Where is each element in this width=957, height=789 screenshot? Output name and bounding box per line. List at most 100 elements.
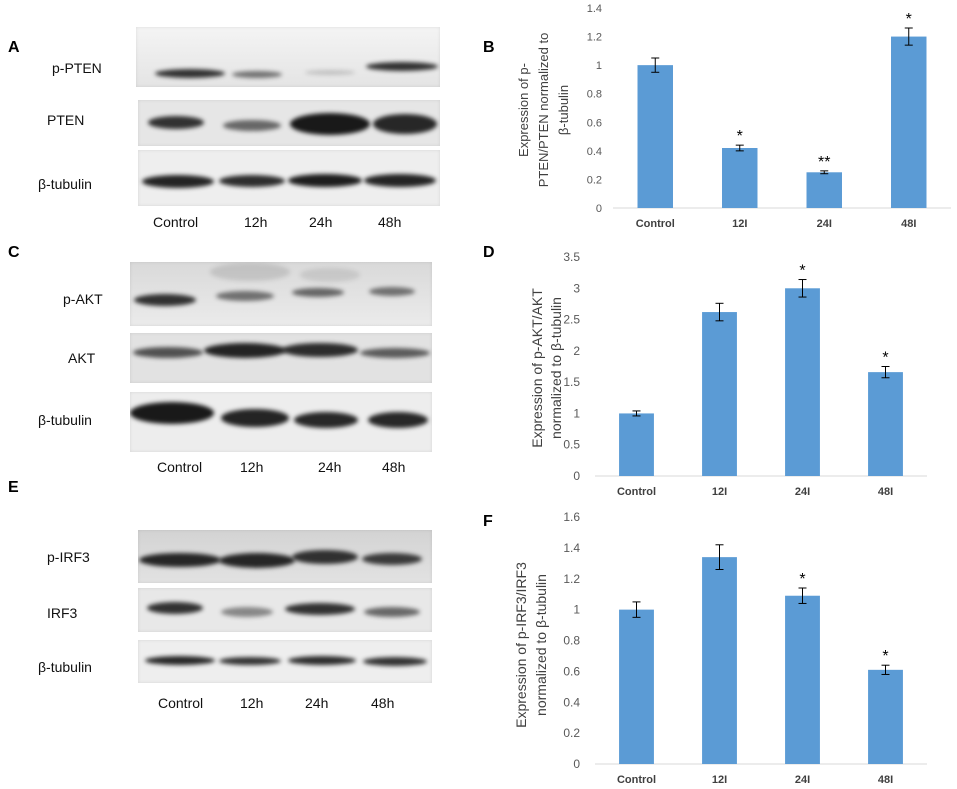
- protein-band: [360, 348, 430, 358]
- panel-label-a: A: [8, 39, 20, 56]
- x-tick-label: 48I: [878, 486, 893, 498]
- y-tick-label: 0: [573, 469, 580, 483]
- x-tick-label: 48I: [878, 774, 893, 786]
- blot-label-beta-tubulin: β-tubulin: [38, 412, 92, 428]
- blot-label-beta-tubulin: β-tubulin: [38, 659, 92, 675]
- error-bar: [715, 544, 724, 570]
- y-axis-title: Expression of p-AKT/AKT: [529, 288, 545, 448]
- significance-marker: **: [818, 154, 830, 171]
- protein-band: [223, 119, 281, 131]
- lane-label-12h: 12h: [240, 695, 264, 711]
- blot-strip-p-pten: [136, 27, 440, 87]
- x-tick-label: Control: [617, 774, 656, 786]
- y-tick-label: 1.4: [563, 541, 580, 555]
- bar: [619, 609, 654, 764]
- protein-band: [210, 263, 290, 281]
- y-axis-title: normalized to β-tubulin: [533, 574, 549, 716]
- lane-label-48h: 48h: [382, 459, 406, 475]
- y-tick-label: 3.5: [563, 250, 580, 264]
- error-bar: [651, 57, 660, 73]
- bar: [868, 372, 903, 476]
- x-tick-label: 12I: [712, 774, 727, 786]
- blot-label-pten: PTEN: [47, 112, 85, 128]
- x-tick-label: 24I: [795, 774, 810, 786]
- x-tick-label: 48I: [901, 218, 916, 230]
- protein-band: [142, 174, 214, 188]
- protein-band: [294, 412, 358, 428]
- panel-label-b: B: [483, 39, 495, 56]
- lane-label-control: Control: [153, 214, 199, 230]
- y-tick-label: 1.2: [563, 572, 580, 586]
- significance-marker: *: [799, 263, 805, 280]
- y-tick-label: 1.2: [587, 32, 602, 44]
- blot-label-p-akt: p-AKT: [63, 291, 103, 307]
- bar: [637, 65, 673, 209]
- y-tick-label: 0: [573, 757, 580, 771]
- protein-band: [292, 287, 344, 297]
- bar: [891, 36, 927, 209]
- error-bar: [881, 664, 890, 675]
- blot-label-p-irf3: p-IRF3: [47, 549, 90, 565]
- protein-band: [292, 550, 358, 564]
- y-tick-label: 0.2: [587, 174, 602, 186]
- lane-label-24h: 24h: [309, 214, 333, 230]
- protein-band: [139, 553, 221, 567]
- y-axis-title: PTEN/PTEN normalized to: [536, 33, 551, 188]
- blot-label-irf3: IRF3: [47, 605, 78, 621]
- x-tick-label: 12I: [732, 218, 747, 230]
- y-tick-label: 1.4: [587, 3, 602, 15]
- panel-label-d: D: [483, 244, 495, 261]
- y-tick-label: 2: [573, 344, 580, 358]
- panel-label-c: C: [8, 244, 20, 261]
- error-bar: [798, 587, 807, 604]
- blot-strip-beta-tubulin: [138, 150, 440, 206]
- protein-band: [368, 412, 428, 428]
- significance-marker: *: [737, 128, 743, 145]
- lane-label-24h: 24h: [318, 459, 342, 475]
- panel-label-e: E: [8, 479, 19, 496]
- bar-chart-p-pten: 0 0.2 0.4 0.6 0.8 1 1.2 1.4 Control 12I * 24I ** 48I *…: [516, 3, 951, 230]
- y-tick-label: 0.8: [587, 89, 602, 101]
- blot-strip-irf3: [138, 588, 432, 632]
- protein-band: [204, 342, 286, 358]
- protein-band: [369, 286, 415, 296]
- y-tick-label: 0: [596, 203, 602, 215]
- significance-marker: *: [882, 648, 888, 665]
- protein-band: [300, 268, 360, 282]
- blot-label-beta-tubulin: β-tubulin: [38, 176, 92, 192]
- bar-chart-p-irf3: 0 0.2 0.4 0.6 0.8 1 1.2 1.4 1.6 Control 12I 24I * 48I…: [513, 510, 927, 786]
- blot-strip-akt: [130, 333, 432, 383]
- protein-band: [219, 552, 295, 568]
- y-tick-label: 2.5: [563, 313, 580, 327]
- error-bar: [735, 144, 744, 152]
- error-bar: [820, 170, 829, 175]
- protein-band: [373, 114, 437, 134]
- lane-label-12h: 12h: [240, 459, 264, 475]
- y-tick-label: 0.4: [587, 146, 602, 158]
- bar: [702, 557, 737, 764]
- blot-label-p-pten: p-PTEN: [52, 60, 102, 76]
- y-tick-label: 0.8: [563, 634, 580, 648]
- protein-band: [221, 409, 289, 427]
- protein-band: [305, 69, 355, 75]
- error-bar: [715, 302, 724, 322]
- protein-band: [130, 402, 214, 424]
- protein-band: [288, 173, 362, 187]
- lane-label-24h: 24h: [305, 695, 329, 711]
- bar: [722, 148, 758, 208]
- y-axis-title: normalized to β-tubulin: [548, 297, 564, 439]
- y-tick-label: 1: [596, 60, 602, 72]
- protein-band: [219, 175, 285, 187]
- blot-label-akt: AKT: [68, 350, 96, 366]
- protein-band: [366, 61, 438, 71]
- error-bar: [632, 601, 641, 618]
- y-axis-title: β-tubulin: [556, 85, 571, 135]
- protein-band: [145, 655, 215, 665]
- y-tick-label: 1.5: [563, 375, 580, 389]
- protein-band: [362, 553, 422, 565]
- blot-strip-beta-tubulin: [138, 640, 432, 683]
- bar: [806, 172, 842, 208]
- protein-band: [363, 656, 427, 666]
- y-axis-title: Expression of p-IRF3/IRF3: [513, 562, 529, 728]
- protein-band: [364, 173, 436, 187]
